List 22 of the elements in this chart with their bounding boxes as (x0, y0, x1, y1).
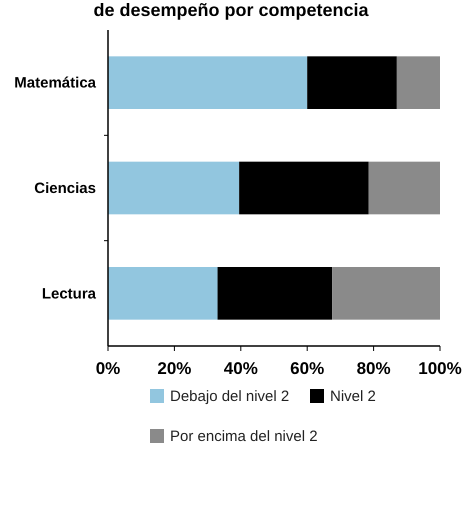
legend-label: Debajo del nivel 2 (170, 388, 290, 405)
chart-title: de desempeño por competencia (93, 0, 370, 20)
x-tick-label: 0% (96, 359, 120, 378)
legend-label: Nivel 2 (330, 388, 376, 405)
bar (108, 56, 308, 109)
bar (307, 56, 397, 109)
x-tick-label: 20% (157, 359, 192, 378)
bar (396, 56, 440, 109)
x-tick-label: 100% (418, 359, 462, 378)
y-tick-label: Matemática (14, 74, 97, 92)
bar (108, 162, 240, 214)
bar (108, 267, 218, 320)
y-tick-label: Ciencias (34, 180, 96, 197)
x-tick-label: 80% (356, 359, 391, 378)
x-tick-label: 40% (224, 359, 258, 378)
bar (368, 162, 440, 214)
legend-label: Por encima del nivel 2 (170, 428, 318, 445)
y-tick-label: Lectura (42, 285, 97, 302)
bar (218, 267, 332, 320)
bar (332, 267, 440, 320)
x-tick-label: 60% (290, 359, 324, 378)
bar (239, 162, 369, 214)
